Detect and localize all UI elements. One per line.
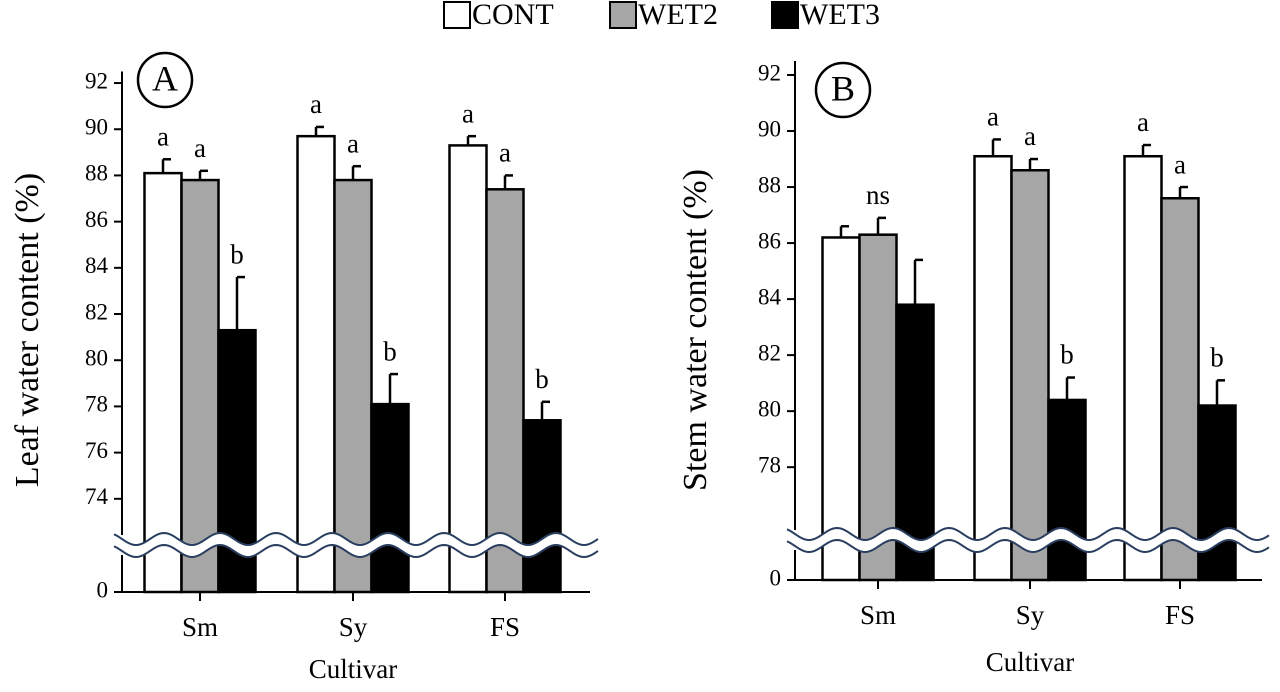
significance-letter: a	[1137, 107, 1149, 137]
legend-swatch	[771, 1, 799, 29]
y-axis-label: Leaf water content (%)	[9, 173, 46, 487]
significance-letter: a	[499, 138, 511, 168]
significance-letter: a	[987, 102, 999, 132]
bar	[522, 419, 562, 594]
y-tick-label: 0	[97, 577, 109, 602]
bar	[1160, 197, 1200, 582]
y-tick-label: 78	[85, 392, 108, 417]
panel-label: B	[831, 68, 855, 108]
y-tick-label: 82	[758, 340, 781, 365]
y-tick-label: 90	[758, 116, 781, 141]
significance-letter: a	[1024, 121, 1036, 151]
significance-letter: b	[1210, 343, 1224, 373]
significance-letter: a	[1174, 149, 1186, 179]
axis-break-line	[113, 543, 599, 559]
x-axis-label: Cultivar	[309, 654, 398, 684]
bar	[973, 154, 1013, 582]
bar	[296, 134, 336, 594]
x-tick-label: Sy	[1016, 600, 1045, 630]
y-tick-label: 86	[758, 228, 781, 253]
bar	[1010, 168, 1050, 582]
legend-swatch	[443, 1, 471, 29]
x-tick-label: Sm	[860, 600, 896, 630]
bar	[1197, 404, 1237, 582]
bar	[448, 144, 488, 594]
y-tick-label: 86	[85, 207, 108, 232]
significance-letter: b	[230, 239, 244, 269]
y-tick-label: 88	[758, 172, 781, 197]
bar	[1123, 154, 1163, 582]
bar	[143, 171, 183, 594]
x-axis-label: Cultivar	[986, 647, 1075, 677]
y-tick-label: 84	[85, 253, 109, 278]
significance-letter: b	[535, 364, 549, 394]
bar	[1047, 398, 1087, 582]
axis-break-line	[113, 531, 599, 547]
legend-label: WET2	[638, 0, 718, 31]
x-tick-label: Sy	[339, 612, 368, 642]
y-tick-label: 92	[85, 68, 108, 93]
legend-swatch	[609, 1, 637, 29]
y-tick-label: 88	[85, 161, 108, 186]
legend-label: WET3	[800, 0, 880, 31]
x-tick-label: FS	[490, 612, 520, 642]
legend: CONT WET2 WET3	[443, 0, 880, 31]
bar	[370, 402, 410, 594]
y-tick-label: 74	[85, 484, 109, 509]
y-tick-label: 76	[85, 438, 108, 463]
y-tick-label: 90	[85, 115, 108, 140]
x-tick-label: FS	[1165, 600, 1195, 630]
axis-break-line	[786, 538, 1270, 554]
y-tick-label: 82	[85, 299, 108, 324]
axis-break-line	[786, 526, 1270, 542]
significance-letter: ns	[866, 180, 890, 210]
bar	[180, 178, 220, 594]
y-tick-label: 84	[758, 284, 782, 309]
panel-label-circle	[814, 61, 872, 119]
significance-letter: b	[383, 336, 397, 366]
significance-letter: a	[194, 133, 206, 163]
bar	[333, 178, 373, 594]
y-tick-label: 80	[85, 346, 108, 371]
significance-letter: b	[1060, 340, 1074, 370]
bar	[485, 188, 525, 594]
significance-letter: a	[310, 89, 322, 119]
y-tick-label: 0	[770, 565, 782, 590]
y-tick-label: 80	[758, 396, 781, 421]
significance-letter: a	[462, 98, 474, 128]
y-tick-label: 92	[758, 60, 781, 85]
x-tick-label: Sm	[182, 612, 218, 642]
significance-letter: a	[347, 128, 359, 158]
panel-label: A	[152, 58, 178, 98]
y-axis-label: Stem water content (%)	[677, 169, 714, 491]
y-tick-label: 78	[758, 452, 781, 477]
legend-label: CONT	[472, 0, 554, 31]
significance-letter: a	[157, 121, 169, 151]
panel-label-circle	[136, 51, 194, 109]
